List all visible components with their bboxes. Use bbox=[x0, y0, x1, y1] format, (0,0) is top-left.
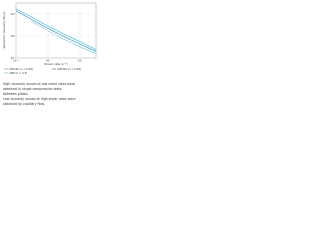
caption-line: obtained by capillary flow. bbox=[3, 102, 45, 106]
series-line bbox=[15, 8, 97, 50]
legend-label: AISI304 (n = 0.38) bbox=[57, 67, 81, 71]
caption-line: obtained in single compression tests bbox=[3, 87, 62, 91]
y-axis-label: Apparent viscosity (Pa·s) bbox=[2, 11, 6, 48]
caption-line: High viscosity values at low shear rates… bbox=[3, 82, 75, 86]
y-tick-label: 10⁵ bbox=[11, 12, 15, 16]
series-line bbox=[15, 10, 97, 52]
y-tick-label: 10¹ bbox=[11, 56, 15, 60]
plot-area bbox=[15, 2, 97, 59]
caption-line: Low viscosity values at high shear rates… bbox=[3, 97, 76, 101]
series-line bbox=[31, 21, 97, 54]
x-tick-label: 10² bbox=[78, 59, 82, 63]
x-tick-label: 10⁻² bbox=[13, 59, 19, 63]
x-axis-label: Shear rate (s⁻¹) bbox=[44, 62, 67, 66]
caption-line: between plates. bbox=[3, 92, 29, 96]
chart: Apparent viscosity (Pa·s) Shear rate (s⁻… bbox=[2, 2, 97, 106]
legend-label: AISI316 (n = 0.39) bbox=[9, 67, 33, 71]
legend-label: AZM (n = 0.3) bbox=[9, 71, 27, 75]
page: {"chart_data": {"type": "line", "y_label… bbox=[0, 0, 100, 119]
x-tick-label: 10⁰ bbox=[46, 59, 50, 63]
y-tick-label: 10³ bbox=[11, 34, 15, 38]
